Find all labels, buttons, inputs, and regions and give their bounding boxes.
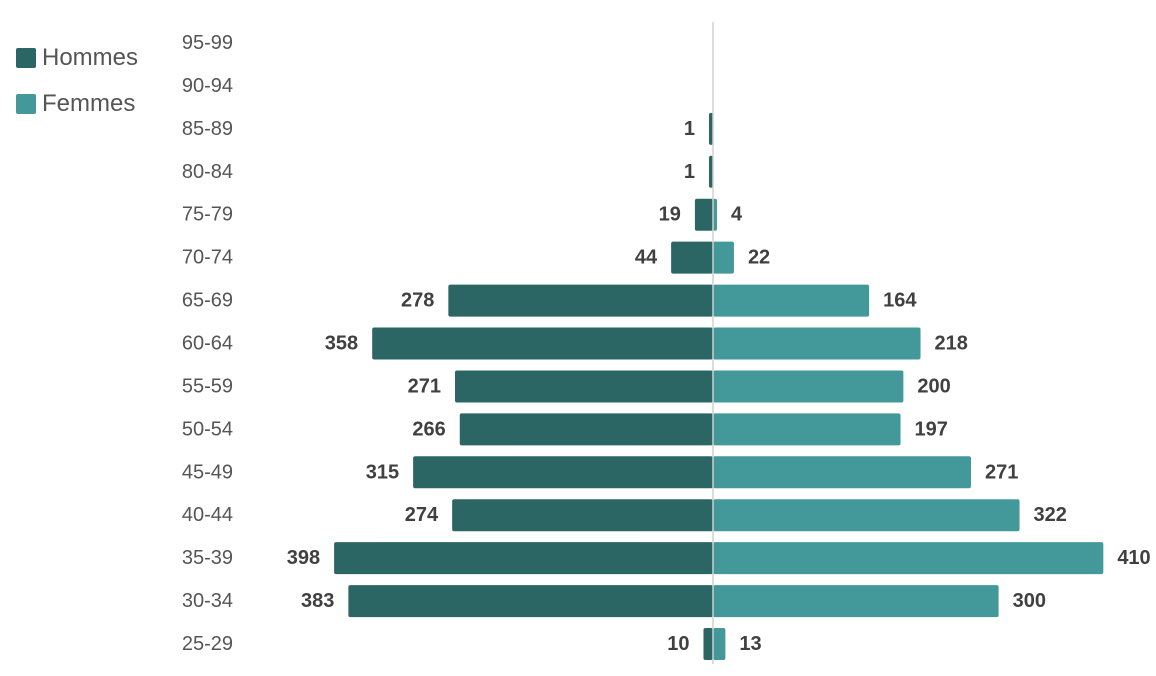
bar-femmes-35-39 — [713, 542, 1104, 575]
value-label-hommes-55-59: 271 — [408, 375, 441, 397]
value-label-femmes-35-39: 410 — [1117, 547, 1150, 569]
legend-item-femmes: Femmes — [16, 90, 138, 118]
bar-femmes-40-44 — [713, 499, 1020, 532]
value-label-hommes-45-49: 315 — [366, 461, 399, 483]
value-label-femmes-45-49: 271 — [985, 461, 1018, 483]
value-label-hommes-65-69: 278 — [401, 290, 434, 312]
bar-femmes-75-79 — [713, 198, 717, 231]
bar-femmes-30-34 — [713, 585, 999, 618]
value-label-hommes-60-64: 358 — [325, 333, 358, 355]
bar-hommes-65-69 — [448, 284, 713, 317]
bar-hommes-55-59 — [455, 370, 713, 403]
category-label-95-99: 95-99 — [182, 32, 233, 54]
bar-femmes-25-29 — [713, 628, 726, 661]
bar-hommes-35-39 — [334, 542, 713, 575]
value-label-hommes-80-84: 1 — [684, 161, 695, 183]
bar-femmes-60-64 — [713, 327, 921, 360]
value-label-femmes-65-69: 164 — [883, 290, 917, 312]
bar-hommes-40-44 — [452, 499, 713, 532]
bar-femmes-55-59 — [713, 370, 904, 403]
value-label-femmes-70-74: 22 — [748, 247, 770, 269]
bar-femmes-50-54 — [713, 413, 901, 446]
category-label-70-74: 70-74 — [182, 247, 233, 269]
value-label-hommes-30-34: 383 — [301, 590, 334, 612]
bar-hommes-75-79 — [694, 198, 713, 231]
value-label-hommes-40-44: 274 — [405, 504, 439, 526]
value-label-hommes-75-79: 19 — [659, 204, 681, 226]
bar-hommes-30-34 — [348, 585, 713, 618]
value-label-femmes-40-44: 322 — [1034, 504, 1067, 526]
value-label-hommes-25-29: 10 — [667, 633, 689, 655]
category-label-85-89: 85-89 — [182, 118, 233, 140]
legend: Hommes Femmes — [16, 44, 138, 136]
legend-swatch-femmes — [16, 94, 36, 114]
value-label-femmes-60-64: 218 — [935, 333, 968, 355]
legend-label-hommes: Hommes — [42, 44, 139, 71]
value-label-femmes-30-34: 300 — [1013, 590, 1046, 612]
bar-hommes-25-29 — [703, 628, 713, 661]
category-label-60-64: 60-64 — [182, 333, 233, 355]
category-label-75-79: 75-79 — [182, 204, 233, 226]
legend-swatch-hommes — [16, 48, 36, 68]
category-label-55-59: 55-59 — [182, 375, 233, 397]
bar-hommes-80-84 — [709, 155, 713, 188]
bar-femmes-45-49 — [713, 456, 971, 489]
bar-hommes-60-64 — [372, 327, 713, 360]
bar-hommes-70-74 — [671, 241, 713, 274]
bar-hommes-50-54 — [459, 413, 713, 446]
value-label-femmes-25-29: 13 — [739, 633, 761, 655]
value-label-femmes-75-79: 4 — [731, 204, 743, 226]
value-label-hommes-35-39: 398 — [287, 547, 320, 569]
category-label-80-84: 80-84 — [182, 161, 233, 183]
legend-item-hommes: Hommes — [16, 44, 138, 72]
value-label-femmes-55-59: 200 — [917, 375, 950, 397]
value-label-femmes-50-54: 197 — [915, 418, 948, 440]
legend-label-femmes: Femmes — [42, 90, 136, 117]
value-label-hommes-70-74: 44 — [635, 247, 658, 269]
bar-femmes-70-74 — [713, 241, 734, 274]
category-label-35-39: 35-39 — [182, 547, 233, 569]
value-label-hommes-50-54: 266 — [412, 418, 445, 440]
category-label-40-44: 40-44 — [182, 504, 233, 526]
value-label-hommes-85-89: 1 — [684, 118, 695, 140]
bar-hommes-85-89 — [709, 112, 713, 145]
bar-hommes-45-49 — [413, 456, 713, 489]
category-label-90-94: 90-94 — [182, 75, 233, 97]
category-label-45-49: 45-49 — [182, 461, 233, 483]
category-label-30-34: 30-34 — [182, 590, 233, 612]
category-label-65-69: 65-69 — [182, 290, 233, 312]
category-label-25-29: 25-29 — [182, 633, 233, 655]
bar-femmes-65-69 — [713, 284, 870, 317]
category-label-50-54: 50-54 — [182, 418, 233, 440]
